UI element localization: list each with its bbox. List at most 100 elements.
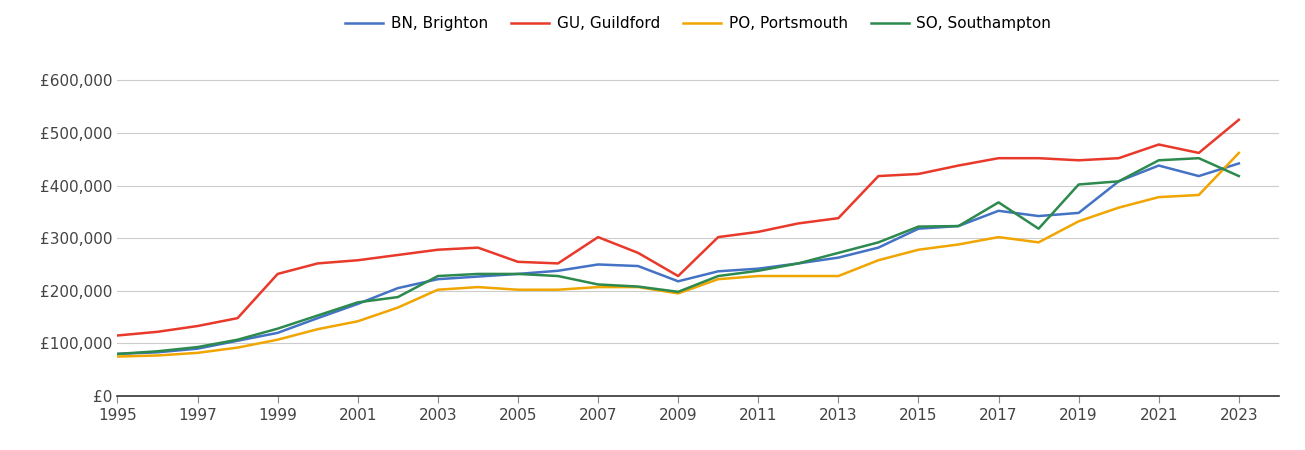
PO, Portsmouth — [830, 273, 846, 279]
Line: PO, Portsmouth: PO, Portsmouth — [117, 153, 1238, 356]
BN, Brighton — [791, 261, 806, 266]
BN, Brighton — [1031, 213, 1047, 219]
GU, Guildford — [911, 171, 927, 177]
BN, Brighton — [431, 276, 446, 282]
GU, Guildford — [350, 257, 365, 263]
PO, Portsmouth — [791, 273, 806, 279]
BN, Brighton — [710, 269, 726, 274]
PO, Portsmouth — [950, 242, 966, 247]
GU, Guildford — [1111, 156, 1126, 161]
BN, Brighton — [189, 346, 205, 351]
SO, Southampton — [750, 268, 766, 274]
PO, Portsmouth — [309, 327, 325, 332]
Legend: BN, Brighton, GU, Guildford, PO, Portsmouth, SO, Southampton: BN, Brighton, GU, Guildford, PO, Portsmo… — [339, 10, 1057, 37]
GU, Guildford — [1031, 156, 1047, 161]
BN, Brighton — [950, 223, 966, 229]
SO, Southampton — [189, 344, 205, 350]
PO, Portsmouth — [110, 354, 125, 359]
BN, Brighton — [1111, 179, 1126, 184]
BN, Brighton — [1071, 210, 1087, 216]
BN, Brighton — [1231, 161, 1246, 166]
SO, Southampton — [1231, 173, 1246, 179]
PO, Portsmouth — [470, 284, 485, 290]
SO, Southampton — [870, 240, 886, 245]
GU, Guildford — [950, 163, 966, 168]
PO, Portsmouth — [1191, 192, 1207, 198]
GU, Guildford — [671, 273, 686, 279]
GU, Guildford — [590, 234, 606, 240]
SO, Southampton — [830, 250, 846, 256]
SO, Southampton — [551, 273, 566, 279]
BN, Brighton — [390, 285, 406, 291]
PO, Portsmouth — [350, 319, 365, 324]
BN, Brighton — [830, 255, 846, 260]
PO, Portsmouth — [750, 273, 766, 279]
GU, Guildford — [710, 234, 726, 240]
GU, Guildford — [990, 156, 1006, 161]
PO, Portsmouth — [1111, 205, 1126, 210]
BN, Brighton — [470, 274, 485, 279]
BN, Brighton — [911, 226, 927, 231]
Line: SO, Southampton: SO, Southampton — [117, 158, 1238, 354]
BN, Brighton — [630, 263, 646, 269]
GU, Guildford — [110, 333, 125, 338]
GU, Guildford — [150, 329, 166, 334]
GU, Guildford — [270, 271, 286, 277]
PO, Portsmouth — [1151, 194, 1167, 200]
BN, Brighton — [551, 268, 566, 274]
SO, Southampton — [911, 224, 927, 230]
GU, Guildford — [630, 250, 646, 256]
SO, Southampton — [1031, 226, 1047, 231]
SO, Southampton — [270, 326, 286, 331]
PO, Portsmouth — [230, 345, 245, 350]
SO, Southampton — [470, 271, 485, 277]
SO, Southampton — [1071, 182, 1087, 187]
GU, Guildford — [1231, 117, 1246, 122]
SO, Southampton — [1111, 179, 1126, 184]
GU, Guildford — [230, 315, 245, 321]
GU, Guildford — [750, 229, 766, 234]
SO, Southampton — [390, 294, 406, 300]
SO, Southampton — [431, 273, 446, 279]
BN, Brighton — [1151, 163, 1167, 168]
PO, Portsmouth — [270, 337, 286, 342]
PO, Portsmouth — [189, 350, 205, 356]
GU, Guildford — [870, 173, 886, 179]
PO, Portsmouth — [1071, 219, 1087, 224]
PO, Portsmouth — [590, 284, 606, 290]
GU, Guildford — [551, 261, 566, 266]
GU, Guildford — [510, 259, 526, 265]
PO, Portsmouth — [671, 291, 686, 296]
SO, Southampton — [630, 284, 646, 289]
PO, Portsmouth — [551, 287, 566, 292]
GU, Guildford — [309, 261, 325, 266]
BN, Brighton — [270, 330, 286, 336]
BN, Brighton — [750, 266, 766, 271]
GU, Guildford — [1151, 142, 1167, 147]
GU, Guildford — [830, 216, 846, 221]
Line: BN, Brighton: BN, Brighton — [117, 163, 1238, 354]
GU, Guildford — [470, 245, 485, 250]
BN, Brighton — [870, 245, 886, 250]
BN, Brighton — [1191, 173, 1207, 179]
BN, Brighton — [110, 351, 125, 356]
PO, Portsmouth — [390, 305, 406, 310]
SO, Southampton — [1191, 156, 1207, 161]
PO, Portsmouth — [710, 276, 726, 282]
BN, Brighton — [309, 315, 325, 321]
SO, Southampton — [791, 261, 806, 266]
BN, Brighton — [350, 301, 365, 306]
GU, Guildford — [791, 220, 806, 226]
PO, Portsmouth — [990, 234, 1006, 240]
BN, Brighton — [671, 279, 686, 284]
Line: GU, Guildford: GU, Guildford — [117, 120, 1238, 336]
GU, Guildford — [390, 252, 406, 258]
PO, Portsmouth — [431, 287, 446, 292]
BN, Brighton — [230, 338, 245, 343]
SO, Southampton — [309, 313, 325, 318]
PO, Portsmouth — [150, 353, 166, 358]
PO, Portsmouth — [510, 287, 526, 292]
SO, Southampton — [150, 349, 166, 354]
SO, Southampton — [1151, 158, 1167, 163]
GU, Guildford — [1071, 158, 1087, 163]
